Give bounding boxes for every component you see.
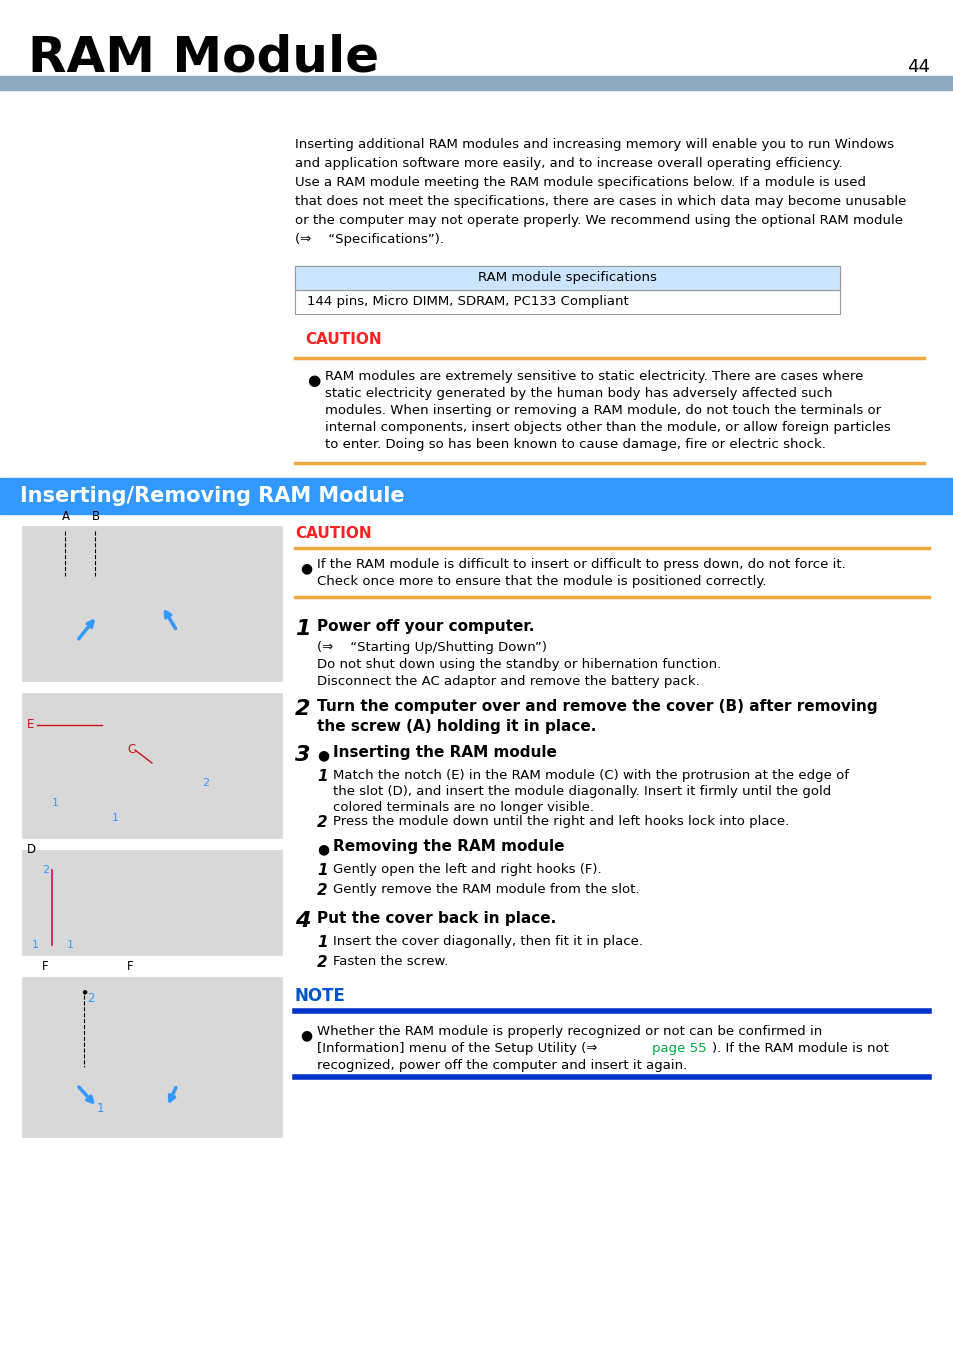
Text: Removing the RAM module: Removing the RAM module (333, 839, 564, 854)
Text: (⇒    “Specifications”).: (⇒ “Specifications”). (294, 232, 443, 246)
Text: 2: 2 (202, 778, 209, 788)
Text: 1: 1 (97, 1102, 105, 1115)
Bar (294, 266, 840, 290)
Text: F: F (42, 961, 49, 973)
Text: internal components, insert objects other than the module, or allow foreign part: internal components, insert objects othe… (325, 422, 890, 434)
Text: Gently remove the RAM module from the slot.: Gently remove the RAM module from the sl… (333, 884, 639, 896)
Text: Use a RAM module meeting the RAM module specifications below. If a module is use: Use a RAM module meeting the RAM module … (294, 176, 865, 189)
Text: 44: 44 (906, 58, 929, 76)
Text: Disconnect the AC adaptor and remove the battery pack.: Disconnect the AC adaptor and remove the… (316, 676, 699, 688)
Text: 1: 1 (316, 935, 327, 950)
Text: 1: 1 (316, 863, 327, 878)
Text: [Information] menu of the Setup Utility (⇒: [Information] menu of the Setup Utility … (316, 1042, 601, 1055)
Text: to enter. Doing so has been known to cause damage, fire or electric shock.: to enter. Doing so has been known to cau… (325, 438, 825, 451)
Text: ⚫: ⚫ (80, 988, 88, 997)
Text: Inserting additional RAM modules and increasing memory will enable you to run Wi: Inserting additional RAM modules and inc… (294, 138, 893, 151)
Text: 1: 1 (316, 769, 327, 784)
Text: that does not meet the specifications, there are cases in which data may become : that does not meet the specifications, t… (294, 195, 905, 208)
Text: F: F (127, 961, 133, 973)
Text: and application software more easily, and to increase overall operating efficien: and application software more easily, an… (294, 157, 841, 170)
Text: 3: 3 (294, 744, 310, 765)
Text: 2: 2 (42, 865, 49, 875)
Text: 4: 4 (294, 911, 310, 931)
Text: CAUTION: CAUTION (305, 332, 381, 347)
Text: or the computer may not operate properly. We recommend using the optional RAM mo: or the computer may not operate properly… (294, 213, 902, 227)
Bar (0, 76, 953, 91)
Text: A: A (62, 509, 70, 523)
Text: ●: ● (299, 561, 312, 576)
Bar (294, 290, 840, 313)
Text: 144 pins, Micro DIMM, SDRAM, PC133 Compliant: 144 pins, Micro DIMM, SDRAM, PC133 Compl… (307, 296, 628, 308)
Bar (22, 693, 282, 838)
Text: Do not shut down using the standby or hibernation function.: Do not shut down using the standby or hi… (316, 658, 720, 671)
Text: Press the module down until the right and left hooks lock into place.: Press the module down until the right an… (333, 815, 788, 828)
Text: 1: 1 (294, 619, 310, 639)
Bar (22, 526, 282, 681)
Text: ●: ● (299, 1028, 312, 1042)
Text: 1: 1 (32, 940, 39, 950)
Text: modules. When inserting or removing a RAM module, do not touch the terminals or: modules. When inserting or removing a RA… (325, 404, 881, 417)
Bar (22, 977, 282, 1138)
Text: Inserting/Removing RAM Module: Inserting/Removing RAM Module (20, 486, 404, 507)
Text: RAM Module: RAM Module (28, 34, 378, 82)
Text: Put the cover back in place.: Put the cover back in place. (316, 911, 556, 925)
Text: the screw (A) holding it in place.: the screw (A) holding it in place. (316, 719, 596, 734)
Text: ). If the RAM module is not: ). If the RAM module is not (711, 1042, 888, 1055)
Text: 1: 1 (52, 798, 59, 808)
Text: E: E (27, 717, 34, 731)
Text: recognized, power off the computer and insert it again.: recognized, power off the computer and i… (316, 1059, 686, 1071)
Text: Match the notch (E) in the RAM module (C) with the protrusion at the edge of: Match the notch (E) in the RAM module (C… (333, 769, 848, 782)
Text: 2: 2 (87, 992, 94, 1005)
Text: RAM modules are extremely sensitive to static electricity. There are cases where: RAM modules are extremely sensitive to s… (325, 370, 862, 382)
Text: 1: 1 (112, 813, 119, 823)
Text: 2: 2 (294, 698, 310, 719)
Text: the slot (D), and insert the module diagonally. Insert it firmly until the gold: the slot (D), and insert the module diag… (333, 785, 830, 798)
Bar (0, 478, 953, 513)
Text: If the RAM module is difficult to insert or difficult to press down, do not forc: If the RAM module is difficult to insert… (316, 558, 845, 571)
Text: Check once more to ensure that the module is positioned correctly.: Check once more to ensure that the modul… (316, 576, 765, 588)
Text: ●: ● (316, 748, 329, 762)
Text: ●: ● (307, 373, 320, 388)
Text: 2: 2 (316, 884, 327, 898)
Bar (294, 290, 840, 313)
Text: D: D (27, 843, 36, 857)
Text: B: B (91, 509, 100, 523)
Text: Fasten the screw.: Fasten the screw. (333, 955, 448, 969)
Text: CAUTION: CAUTION (294, 526, 372, 540)
Text: 2: 2 (316, 955, 327, 970)
Text: 1: 1 (67, 940, 74, 950)
Text: colored terminals are no longer visible.: colored terminals are no longer visible. (333, 801, 594, 815)
Text: (⇒    “Starting Up/Shutting Down”): (⇒ “Starting Up/Shutting Down”) (316, 640, 546, 654)
Text: page 55: page 55 (651, 1042, 706, 1055)
Text: 2: 2 (316, 815, 327, 830)
Text: ●: ● (316, 842, 329, 857)
Text: Whether the RAM module is properly recognized or not can be confirmed in: Whether the RAM module is properly recog… (316, 1025, 821, 1038)
Text: Power off your computer.: Power off your computer. (316, 619, 534, 634)
Text: Gently open the left and right hooks (F).: Gently open the left and right hooks (F)… (333, 863, 601, 875)
Bar (294, 266, 840, 290)
Text: C: C (127, 743, 135, 757)
Text: Turn the computer over and remove the cover (B) after removing: Turn the computer over and remove the co… (316, 698, 877, 713)
Text: Insert the cover diagonally, then fit it in place.: Insert the cover diagonally, then fit it… (333, 935, 642, 948)
Text: static electricity generated by the human body has adversely affected such: static electricity generated by the huma… (325, 386, 832, 400)
Text: RAM module specifications: RAM module specifications (477, 272, 657, 285)
Bar (22, 850, 282, 955)
Text: Inserting the RAM module: Inserting the RAM module (333, 744, 557, 761)
Text: NOTE: NOTE (294, 988, 346, 1005)
